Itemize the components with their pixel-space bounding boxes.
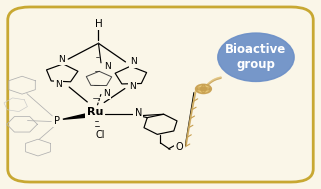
Text: H: H	[95, 19, 102, 29]
Text: N: N	[134, 108, 142, 118]
Text: N: N	[129, 82, 136, 91]
Polygon shape	[63, 114, 87, 119]
Text: N: N	[104, 62, 111, 71]
Circle shape	[200, 87, 207, 91]
Text: Cl: Cl	[95, 129, 105, 139]
Circle shape	[198, 86, 209, 92]
FancyBboxPatch shape	[8, 7, 313, 182]
Text: Bioactive
group: Bioactive group	[225, 43, 287, 71]
Circle shape	[195, 84, 212, 94]
Text: N: N	[103, 89, 110, 98]
Text: N: N	[55, 80, 62, 89]
Text: P: P	[54, 115, 60, 125]
Text: O: O	[176, 142, 183, 152]
Ellipse shape	[218, 33, 294, 81]
Text: N: N	[58, 55, 65, 64]
Text: N: N	[130, 57, 137, 66]
Text: Ru: Ru	[87, 107, 103, 117]
